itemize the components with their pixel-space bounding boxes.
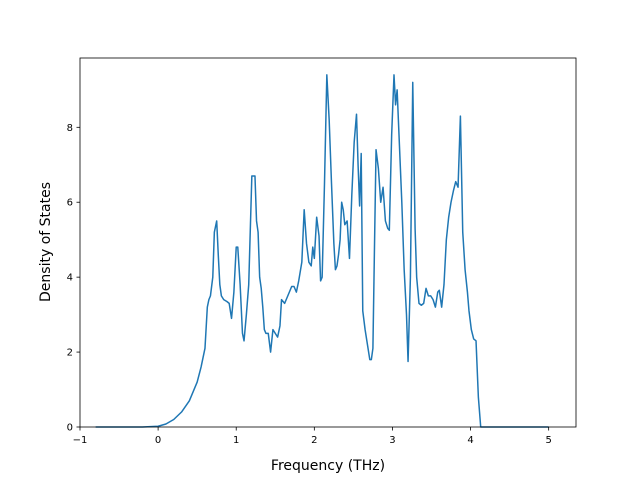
x-tick-label: 1 [233, 435, 239, 446]
x-axis-label: Frequency (THz) [271, 458, 385, 474]
y-tick-label: 4 [67, 273, 73, 284]
x-tick-label: 0 [155, 435, 161, 446]
x-tick-label: −1 [73, 435, 88, 446]
y-axis-label: Density of States [38, 182, 54, 302]
x-tick-label: 2 [311, 435, 317, 446]
y-tick-label: 8 [67, 123, 73, 134]
x-tick-label: 4 [467, 435, 473, 446]
x-tick-label: 5 [545, 435, 551, 446]
x-tick-label: 3 [389, 435, 395, 446]
dos-series-line-0 [95, 74, 549, 428]
y-tick-label: 2 [67, 348, 73, 359]
axes-frame [79, 57, 577, 428]
y-tick-label: 0 [67, 423, 73, 434]
plot-area [95, 74, 549, 428]
y-tick-label: 6 [67, 198, 73, 209]
